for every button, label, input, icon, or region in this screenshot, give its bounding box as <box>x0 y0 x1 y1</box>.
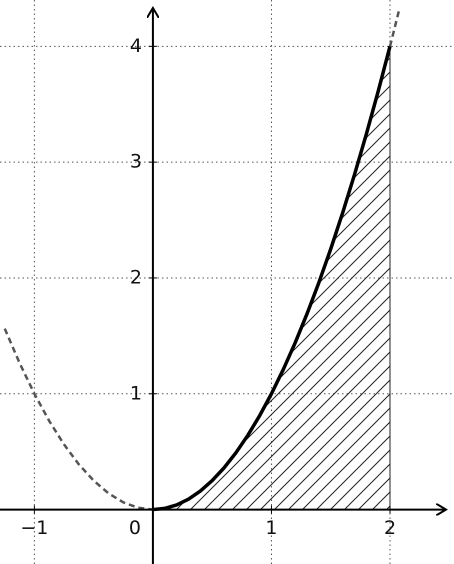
x-tick-label: −1 <box>20 517 48 539</box>
curve <box>152 45 392 512</box>
y-tick-label: 1 <box>130 382 142 404</box>
y-tick-label: 3 <box>130 151 142 173</box>
y-tick-label: 2 <box>130 266 142 288</box>
x-tick-label: 2 <box>384 517 396 539</box>
x-tick-label: 0 <box>129 517 141 539</box>
y-tick-label: 4 <box>130 35 142 57</box>
curve <box>3 8 401 511</box>
x-tick-label: 1 <box>265 517 277 539</box>
